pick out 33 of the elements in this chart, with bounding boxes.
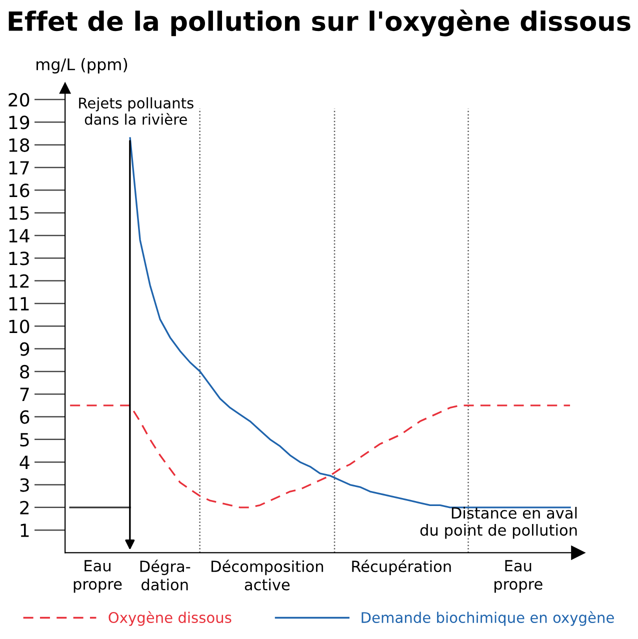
y-tick-label: 7 <box>20 388 29 401</box>
y-tick-label: 12 <box>9 274 29 288</box>
y-tick-label: 3 <box>20 478 29 492</box>
y-tick-label: 18 <box>9 138 30 152</box>
y-tick-label: 2 <box>20 500 29 514</box>
x-axis-title: Distance en aval du point de pollution <box>420 506 577 539</box>
y-tick-label: 6 <box>20 410 30 424</box>
y-tick-label: 16 <box>9 184 30 198</box>
y-tick-label: 9 <box>20 342 30 356</box>
text: Récupération <box>352 560 451 576</box>
y-tick-label: 20 <box>8 92 30 107</box>
chart-title: Effet de la pollution sur l'oxygène dissous <box>8 10 630 36</box>
y-tick-label: 4 <box>20 456 30 469</box>
line-series <box>69 404 571 508</box>
annotation: Rejets polluants dans la rivière <box>79 97 194 125</box>
y-axis-title: mg/L (ppm) <box>36 58 128 74</box>
y-tick-label: 14 <box>9 229 30 242</box>
legend-label: Demande biochimique en oxygène <box>362 611 614 626</box>
legend-label: Oxygène dissous <box>108 611 232 626</box>
y-tick-label: 15 <box>9 206 29 220</box>
line-series <box>129 137 571 508</box>
y-tick-label: 17 <box>9 161 29 174</box>
y-tick-label: 11 <box>9 297 29 310</box>
y-tick-label: 13 <box>9 252 29 266</box>
y-tick-label: 10 <box>9 320 30 334</box>
text: Décomposition active <box>212 560 324 590</box>
y-tick-label: 19 <box>9 116 30 130</box>
text: Dégra- dation <box>140 560 190 590</box>
y-tick-label: 5 <box>20 433 29 447</box>
y-tick-label: 8 <box>20 364 30 379</box>
y-tick-label: 1 <box>20 524 29 537</box>
text: Eau propre <box>74 560 122 593</box>
text: Eau propre <box>494 560 542 593</box>
